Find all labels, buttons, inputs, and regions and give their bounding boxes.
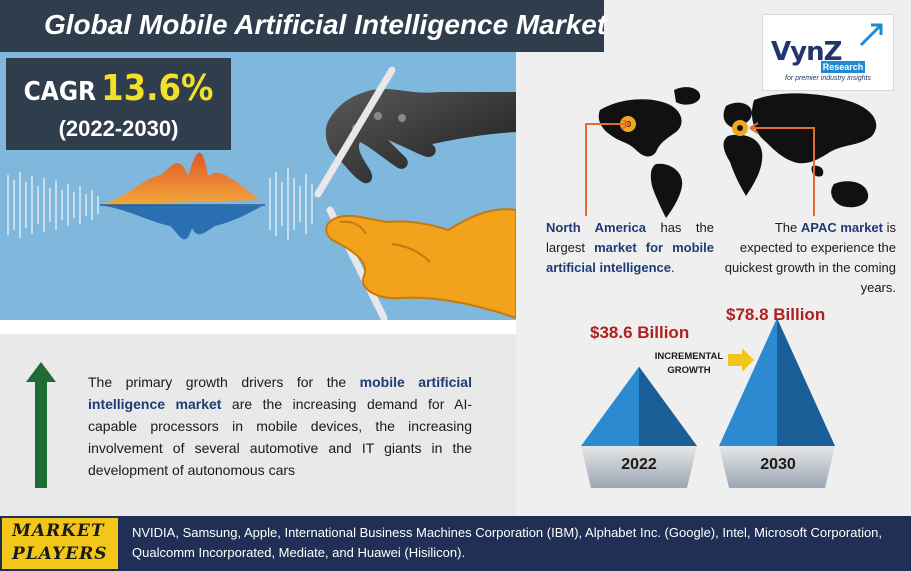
cagr-box: CAGR 13.6% (2022-2030) bbox=[6, 58, 231, 150]
connector-lines bbox=[585, 120, 815, 216]
pyramid-face-left-2030 bbox=[719, 318, 777, 446]
north-america-shape bbox=[598, 99, 682, 157]
pyramid-face-left-2022 bbox=[581, 366, 639, 446]
right-arrow-icon bbox=[728, 348, 754, 372]
robot-human-hands-illustration bbox=[7, 66, 516, 320]
pyramid-face-right-2022 bbox=[639, 366, 697, 446]
company-logo: VynZ Research for premier industry insig… bbox=[762, 14, 894, 91]
page-title: Global Mobile Artificial Intelligence Ma… bbox=[44, 9, 607, 40]
logo-sub: Research bbox=[821, 61, 865, 73]
market-growth-chart bbox=[581, 318, 835, 488]
players-label-line2: PLAYERS bbox=[12, 544, 108, 564]
growth-drivers-text: The primary growth drivers for the mobil… bbox=[88, 371, 472, 481]
logo-tagline: for premier industry insights bbox=[785, 75, 871, 82]
drivers-text-before: The primary growth drivers for the bbox=[88, 374, 360, 390]
market-players-footer bbox=[0, 516, 911, 571]
market-players-badge: MARKET PLAYERS bbox=[2, 518, 118, 569]
north-america-text-before: has the largest bbox=[546, 220, 714, 255]
pyramid-2030 bbox=[719, 318, 835, 488]
robot-hand bbox=[325, 88, 516, 184]
drivers-highlight: mobile artificial intelligence market bbox=[88, 374, 472, 412]
year-2022: 2022 bbox=[621, 456, 657, 473]
value-2022: $38.6 Billion bbox=[590, 323, 690, 342]
pyramid-2022 bbox=[581, 366, 697, 488]
apac-text: The APAC market is expected to experienc… bbox=[724, 218, 896, 298]
year-2030: 2030 bbox=[760, 456, 796, 473]
north-america-text-after: . bbox=[671, 260, 675, 275]
pyramid-face-right-2030 bbox=[777, 318, 835, 446]
human-hand bbox=[325, 208, 516, 320]
cagr-value: 13.6% bbox=[101, 68, 214, 109]
stylus-top bbox=[314, 66, 396, 198]
apac-name: APAC market bbox=[800, 220, 883, 235]
north-america-text: North America has the largest market for… bbox=[546, 218, 714, 278]
waveform-bottom bbox=[100, 205, 262, 240]
waveform-lines bbox=[7, 168, 313, 240]
title-bar: Global Mobile Artificial Intelligence Ma… bbox=[0, 0, 607, 52]
north-america-highlight: market for mobile artificial intelligenc… bbox=[546, 240, 714, 275]
value-2030: $78.8 Billion bbox=[726, 305, 826, 324]
apac-text-before: The bbox=[774, 220, 801, 235]
hero-illustration bbox=[0, 0, 516, 320]
waveform-top bbox=[100, 152, 260, 205]
incremental-growth-label: INCREMENTAL GROWTH bbox=[648, 350, 730, 378]
logo-arrow-icon bbox=[859, 23, 883, 47]
drivers-text-after: are the increasing demand for AI-capable… bbox=[88, 396, 472, 478]
pyramid-base-2030 bbox=[719, 446, 835, 488]
up-arrow-icon bbox=[26, 362, 56, 488]
cagr-period: (2022-2030) bbox=[58, 116, 179, 141]
incremental-growth-line2: GROWTH bbox=[667, 365, 711, 376]
players-label-line1: MARKET bbox=[12, 521, 105, 541]
pyramid-base-2022 bbox=[581, 446, 697, 488]
market-players-list: NVIDIA, Samsung, Apple, International Bu… bbox=[132, 525, 883, 560]
cagr-line: CAGR 13.6% bbox=[6, 68, 231, 109]
apac-description: is expected to experience the quickest g… bbox=[724, 220, 896, 295]
growth-drivers-panel bbox=[0, 334, 516, 516]
incremental-growth-line1: INCREMENTAL bbox=[654, 351, 724, 362]
cagr-label: CAGR bbox=[23, 77, 97, 107]
north-america-name: North America bbox=[546, 220, 646, 235]
